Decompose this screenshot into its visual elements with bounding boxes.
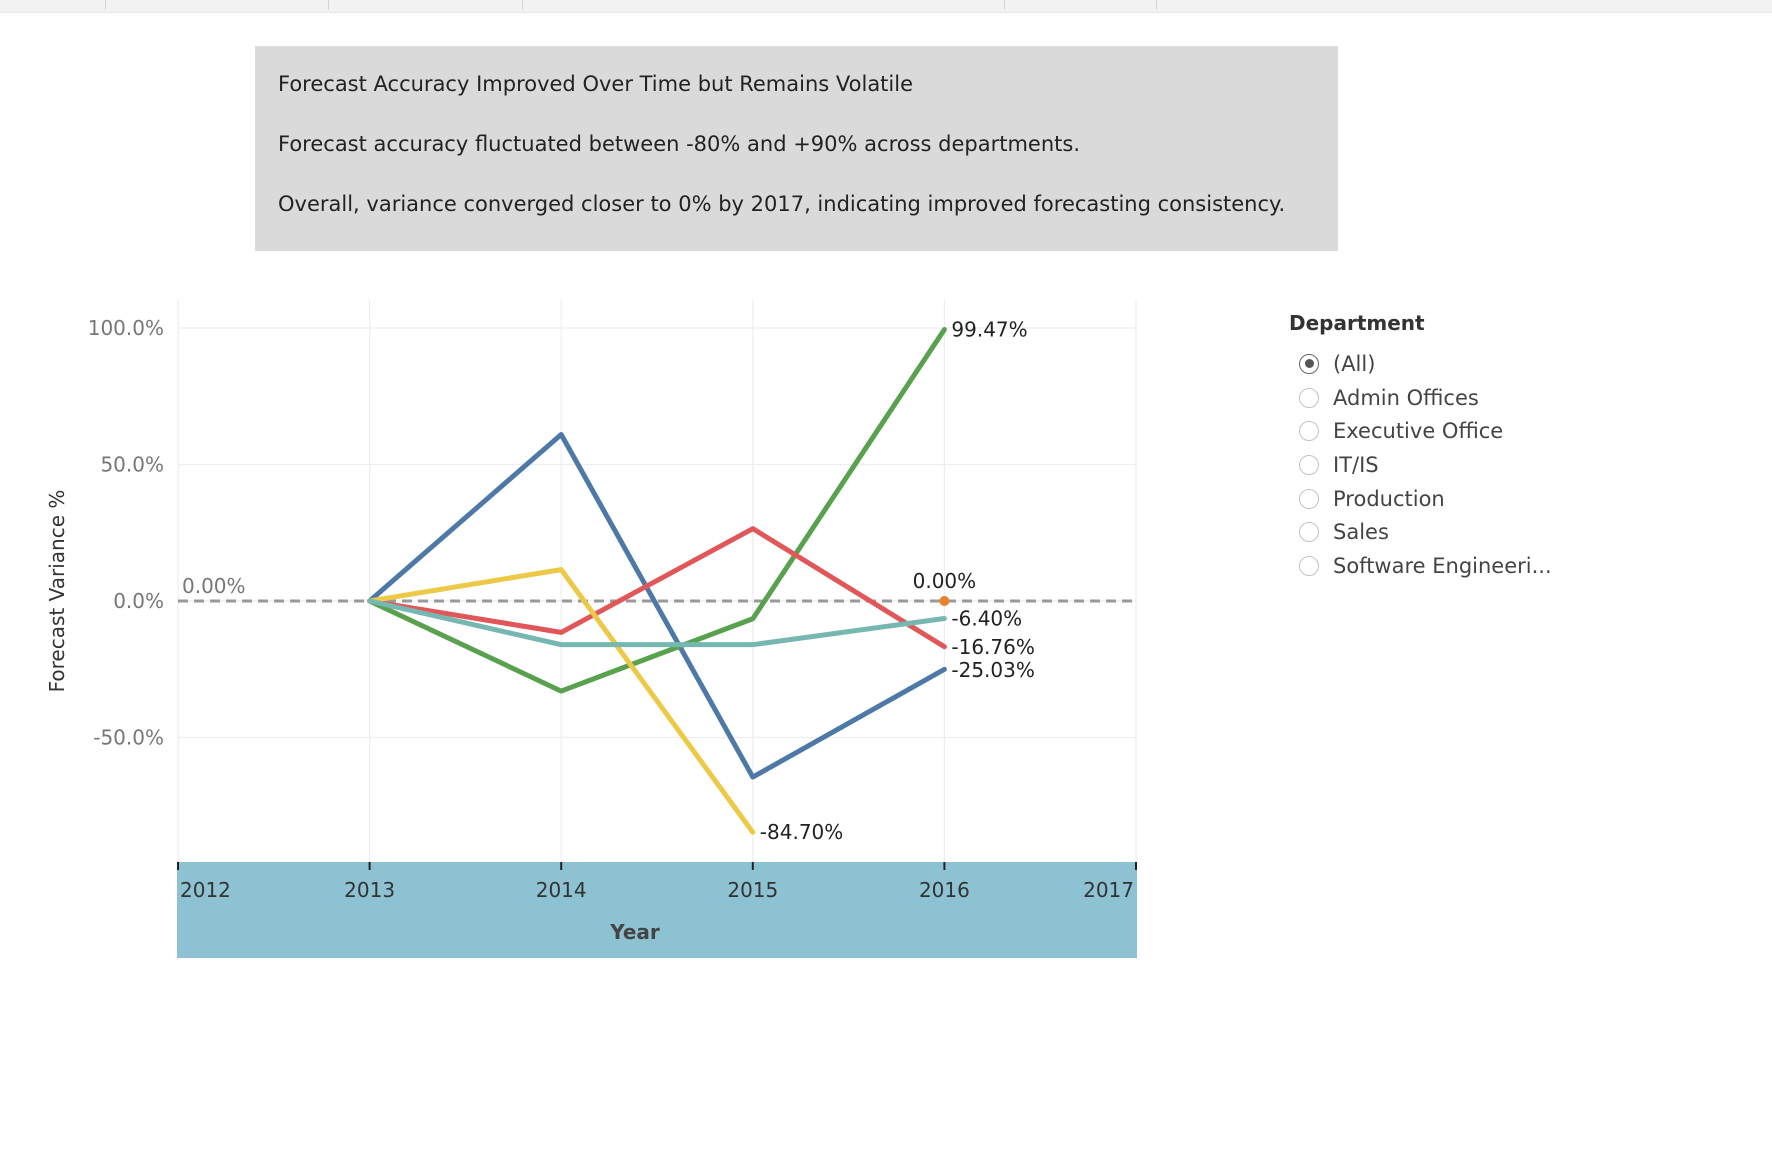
y-tick-label: 0.0%	[113, 589, 164, 613]
line-chart: 100.0%50.0%0.0%-50.0% 2012 2013 2014 2015 20…	[45, 300, 1137, 958]
x-tick-label: 2015	[727, 878, 778, 902]
reference-line-label: 0.00%	[182, 574, 246, 598]
radio-button-icon[interactable]	[1299, 454, 1319, 475]
radio-button-icon[interactable]	[1299, 421, 1319, 442]
series-line[interactable]	[367, 326, 947, 694]
radio-button-icon[interactable]	[1299, 555, 1319, 576]
filter-option-label: (All)	[1333, 351, 1376, 376]
filter-option[interactable]: Admin Offices	[1299, 381, 1572, 415]
department-filter: Department (All) Admin Offices Executive O…	[1289, 311, 1572, 583]
filter-option[interactable]: IT/IS	[1299, 448, 1572, 482]
series-end-label: -16.76%	[951, 635, 1034, 659]
y-tick-label: 100.0%	[88, 316, 164, 340]
filter-option-label: Sales	[1333, 520, 1389, 545]
reference-line-labels: 0.00% 0.00%	[182, 569, 976, 598]
filter-option-label: Admin Offices	[1333, 385, 1479, 410]
reference-point[interactable]	[939, 596, 950, 606]
series-end-label: -6.40%	[951, 606, 1022, 630]
toolbar-divider	[1156, 0, 1157, 10]
series-end-label: 99.47%	[951, 317, 1027, 341]
story-caption: Forecast Accuracy Improved Over Time but…	[255, 46, 1338, 251]
x-axis-ticks: 2012 2013 2014 2015 2016 2017	[177, 862, 1137, 902]
filter-option[interactable]: Production	[1299, 482, 1572, 516]
series-line[interactable]	[367, 598, 947, 648]
toolbar-divider	[328, 0, 329, 10]
series-end-label: -25.03%	[951, 658, 1034, 682]
toolbar-divider	[105, 0, 106, 10]
y-tick-label: -50.0%	[93, 726, 164, 750]
filter-option[interactable]: Software Engineeri...	[1299, 549, 1572, 583]
y-axis-label: Forecast Variance %	[45, 490, 69, 693]
x-tick-label: 2017	[1083, 878, 1134, 902]
filter-title: Department	[1289, 311, 1425, 335]
toolbar-divider	[1004, 0, 1005, 10]
x-tick-label: 2016	[919, 878, 970, 902]
toolbar-strip	[0, 0, 1772, 13]
x-tick-label: 2014	[536, 878, 587, 902]
radio-button-icon[interactable]	[1299, 353, 1319, 374]
series-line[interactable]	[367, 567, 756, 835]
series-lines	[367, 326, 947, 835]
filter-option-label: Executive Office	[1333, 419, 1504, 444]
filter-option[interactable]: (All)	[1299, 347, 1572, 381]
filter-option-label: IT/IS	[1333, 452, 1379, 477]
chart-grid	[177, 300, 1137, 862]
y-tick-label: 50.0%	[100, 453, 164, 477]
series-end-label: -84.70%	[760, 820, 843, 844]
x-axis-label: Year	[609, 920, 660, 944]
filter-options: (All) Admin Offices Executive Office IT/IS P…	[1289, 347, 1572, 583]
radio-button-icon[interactable]	[1299, 488, 1319, 509]
caption-line-2: Overall, variance converged closer to 0%…	[278, 192, 1286, 216]
caption-line-1: Forecast accuracy fluctuated between -80…	[278, 132, 1080, 156]
filter-option[interactable]: Executive Office	[1299, 414, 1572, 448]
radio-button-icon[interactable]	[1299, 522, 1319, 543]
series-line[interactable]	[367, 431, 947, 780]
x-tick-label: 2012	[180, 878, 231, 902]
x-tick-label: 2013	[344, 878, 395, 902]
y-axis-ticks: 100.0% 50.0% 0.0% -50.0%	[88, 316, 164, 750]
x-axis-band	[177, 862, 1137, 958]
filter-option[interactable]: Sales	[1299, 515, 1572, 549]
reference-line-label: 0.00%	[913, 569, 977, 593]
filter-option-label: Production	[1333, 486, 1445, 511]
series-end-labels: 99.47% -6.40% -16.76%-25.03% -84.70%	[760, 317, 1035, 844]
radio-button-icon[interactable]	[1299, 387, 1319, 408]
toolbar-divider	[522, 0, 523, 10]
series-line[interactable]	[367, 526, 947, 650]
filter-option-label: Software Engineeri...	[1333, 553, 1552, 578]
caption-title: Forecast Accuracy Improved Over Time but…	[278, 72, 914, 96]
